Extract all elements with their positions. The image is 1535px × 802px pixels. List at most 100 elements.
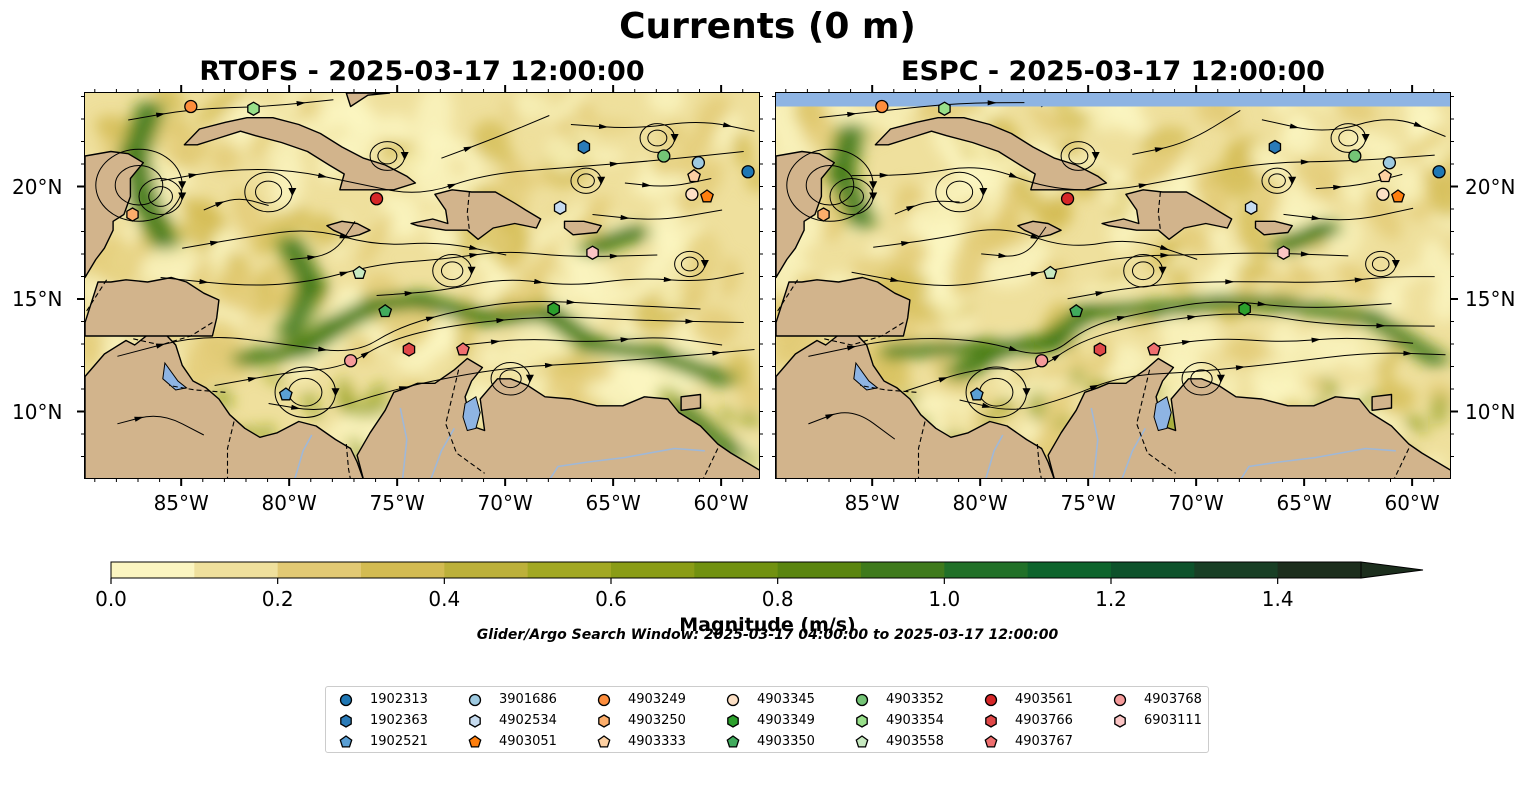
- rtofs-float-4903767-marker: [456, 342, 470, 356]
- espc-land: [776, 93, 1450, 478]
- rtofs-streamline-4: [160, 151, 744, 193]
- espc-float-6903111-marker: [1277, 245, 1290, 260]
- rtofs-float-4903350-marker: [378, 304, 393, 318]
- espc-puerto-rico-land: [1254, 220, 1293, 236]
- rtofs-float-4903333-marker: [687, 168, 701, 183]
- espc-country-border-0: [821, 322, 904, 346]
- espc-streamline-1: [905, 313, 1435, 392]
- legend-label: 4903354: [886, 713, 944, 728]
- espc-streamline-5: [819, 102, 1025, 118]
- espc-streamline-13: [1153, 337, 1414, 347]
- colorbar-segment: [694, 562, 779, 578]
- espc-float-4903345-marker: [1376, 187, 1390, 201]
- colorbar-tick-label: 0.0: [95, 587, 127, 611]
- espc-float-4903558-marker: [1043, 265, 1058, 279]
- espc-x-tick-label: 70°W: [1168, 491, 1224, 515]
- legend-marker-4903561: [984, 693, 998, 707]
- espc-map-svg[interactable]: [776, 93, 1451, 479]
- legend-label: 4903767: [1015, 734, 1073, 749]
- legend-marker-4902534: [469, 714, 481, 728]
- rtofs-puerto-rico-land: [563, 220, 602, 236]
- rtofs-float-4903352-marker: [657, 149, 671, 163]
- rtofs-x-tick-label: 65°W: [585, 491, 641, 515]
- espc-y-tick-label: 10°N: [1465, 399, 1516, 424]
- rtofs-x-tick-label: 70°W: [477, 491, 533, 515]
- rtofs-float-3901686-marker: [691, 156, 706, 170]
- rtofs-panel-title: RTOFS - 2025-03-17 12:00:00: [199, 56, 645, 87]
- espc-streamlines: [786, 100, 1446, 440]
- legend-label: 4903558: [886, 734, 944, 749]
- rtofs-streamline-0: [117, 301, 701, 357]
- espc-float-4902534-marker: [1244, 200, 1258, 215]
- legend-marker-4903767: [984, 735, 998, 748]
- rtofs-float-4903354-marker: [247, 101, 260, 116]
- colorbar-segment: [611, 562, 695, 578]
- espc-y-tick-label: 20°N: [1465, 174, 1516, 199]
- rtofs-streamline-1: [214, 316, 744, 386]
- colorbar-segment: [777, 562, 862, 578]
- rtofs-float-4903250-marker: [126, 207, 139, 222]
- rtofs-x-tick-label: 80°W: [261, 491, 317, 515]
- colorbar-tick-label: 1.4: [1262, 587, 1294, 611]
- rtofs-float-4903561-marker: [369, 192, 384, 206]
- colorbar-segment: [527, 562, 612, 578]
- espc-float-1902313-marker: [1432, 165, 1446, 179]
- rtofs-country-border-0: [130, 322, 213, 346]
- rtofs-float-1902363-marker: [577, 139, 591, 155]
- espc-streamline-6: [959, 352, 1446, 410]
- espc-float-4903250-marker: [817, 207, 830, 222]
- rtofs-country-border-7: [85, 279, 108, 314]
- legend-marker-4903558: [855, 735, 869, 748]
- rtofs-land: [85, 93, 759, 478]
- rtofs-float-4903345-marker: [685, 187, 699, 201]
- rtofs-bahamas-land: [345, 93, 391, 108]
- legend-label: 4903250: [628, 713, 686, 728]
- espc-river-2: [1240, 447, 1396, 478]
- legend-label: 3901686: [499, 692, 557, 707]
- rtofs-country-border-6: [466, 191, 470, 231]
- espc-hispaniola-land: [1101, 189, 1233, 240]
- espc-float-4903249-marker: [875, 99, 889, 114]
- espc-trinidad-land: [1371, 393, 1393, 411]
- legend-marker-4903249: [597, 693, 611, 707]
- legend-marker-4903766: [985, 714, 997, 728]
- rtofs-map-panel[interactable]: [84, 92, 760, 479]
- rtofs-y-tick-label: 10°N: [12, 399, 63, 424]
- espc-streamline-4: [851, 154, 1435, 191]
- espc-lake-nicaragua: [853, 361, 879, 391]
- legend-label: 4903352: [886, 692, 944, 707]
- rtofs-map-svg[interactable]: [85, 93, 760, 479]
- espc-map-panel[interactable]: [775, 92, 1451, 479]
- colorbar-segment: [1277, 562, 1362, 578]
- rtofs-float-6903111-marker: [586, 245, 599, 260]
- legend-label: 4903768: [1144, 692, 1202, 707]
- espc-float-4903350-marker: [1069, 304, 1084, 318]
- legend-label: 1902313: [370, 692, 428, 707]
- colorbar-segment: [277, 562, 362, 578]
- espc-country-border-1: [860, 384, 917, 393]
- espc-country-border-2: [917, 421, 926, 478]
- colorbar-segment: [194, 562, 279, 578]
- espc-float-4903561-marker: [1060, 192, 1075, 206]
- rtofs-country-border-5: [703, 448, 719, 478]
- legend-marker-4903333: [597, 735, 611, 748]
- float-legend: 1902313 1902363 1902521 3901686 4902534 49030…: [325, 686, 1209, 753]
- espc-float-4903333-marker: [1378, 168, 1392, 183]
- legend-label: 4903345: [757, 692, 815, 707]
- legend-marker-6903111: [1114, 714, 1126, 728]
- rtofs-country-border-4: [445, 369, 485, 474]
- rtofs-streamlines: [95, 99, 755, 436]
- rtofs-country-border-1: [169, 384, 226, 393]
- rtofs-streamline-7: [570, 122, 755, 132]
- rtofs-float-4902534-marker: [553, 200, 567, 215]
- espc-float-1902363-marker: [1268, 139, 1282, 155]
- legend-label: 1902363: [370, 713, 428, 728]
- espc-country-border-6: [1157, 191, 1161, 231]
- colorbar-segment: [1111, 562, 1195, 578]
- colorbar-segment: [444, 562, 529, 578]
- colorbar-segment: [944, 562, 1029, 578]
- legend-label: 1902521: [370, 734, 428, 749]
- legend-label: 4903766: [1015, 713, 1073, 728]
- colorbar-tick-label: 0.4: [428, 587, 460, 611]
- search-window-caption: Glider/Argo Search Window: 2025-03-17 04…: [476, 627, 1059, 643]
